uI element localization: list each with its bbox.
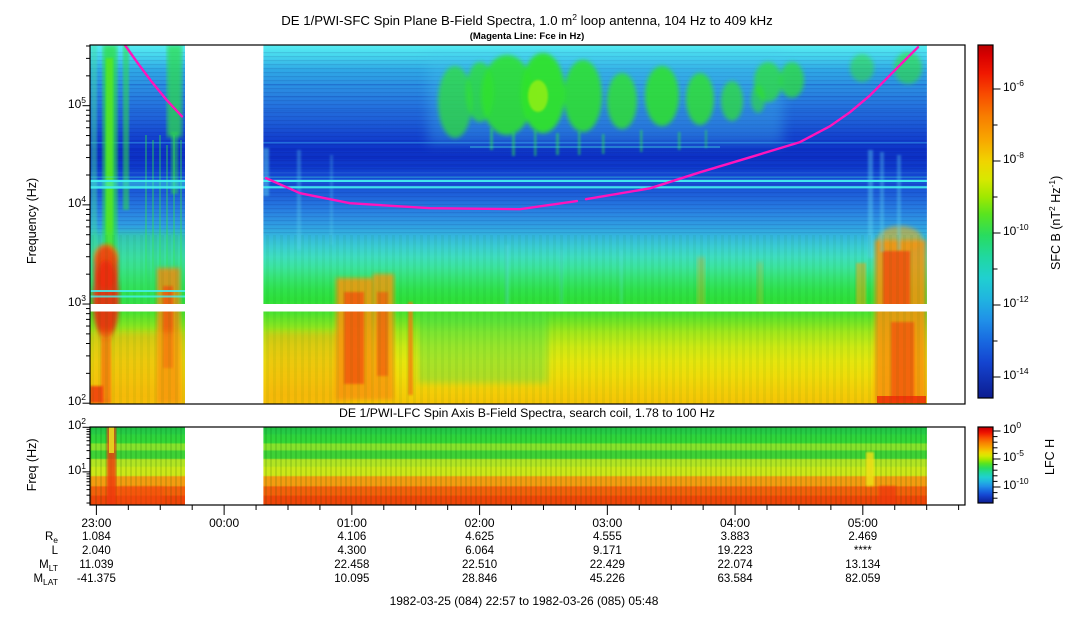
lfc-burst-streak — [107, 427, 116, 505]
time-label: 03:00 — [592, 516, 623, 530]
interference-lines — [90, 176, 927, 298]
time-range-caption: 1982-03-25 (084) 22:57 to 1982-03-26 (08… — [389, 594, 659, 608]
ephemeris-value: 63.584 — [717, 573, 753, 585]
lfc-title: DE 1/PWI-LFC Spin Axis B-Field Spectra, … — [339, 406, 715, 420]
ephemeris-value: 13.134 — [845, 559, 881, 571]
sfc-ytick-label: 105 — [67, 94, 86, 111]
sfc-cbar-tick-label: 10-6 — [1003, 78, 1024, 94]
ephemeris-value: 82.059 — [845, 573, 881, 585]
time-label: 04:00 — [720, 516, 751, 530]
sfc-ytick-label: 102 — [67, 392, 86, 409]
time-label: 23:00 — [81, 516, 112, 530]
ephemeris-value: 11.039 — [79, 559, 114, 571]
fce-line — [584, 46, 920, 201]
lfc-y-axis-label: Freq (Hz) — [25, 438, 40, 492]
ephemeris-value: 22.429 — [589, 559, 625, 571]
sfc-ytick-label: 104 — [67, 193, 86, 210]
fce-line — [123, 45, 184, 118]
lfc-cbar-tick-label: 100 — [1003, 420, 1022, 436]
lfc-burst-top — [109, 427, 114, 453]
lfc-colorbar — [978, 427, 993, 503]
dropout-band — [90, 304, 927, 312]
sfc-title: DE 1/PWI-SFC Spin Plane B-Field Spectra,… — [281, 12, 773, 28]
ephemeris-row-label: MLT — [39, 559, 58, 573]
sfc-cbar-tick-label: 10-14 — [1003, 366, 1029, 382]
lfc-spectrogram-art — [90, 427, 965, 505]
sfc-cbar-tick-label: 10-10 — [1003, 222, 1029, 238]
akr-emission-patches — [428, 52, 922, 156]
lfc-red-blotch-left — [118, 487, 163, 505]
fce-line — [264, 176, 579, 211]
ephemeris-value: 22.074 — [717, 559, 753, 571]
ephemeris-value: 3.883 — [720, 531, 750, 543]
ephemeris-row-label: Re — [44, 531, 58, 545]
ephemeris-value: 4.106 — [337, 531, 367, 543]
sfc-cbar-tick-label: 10-12 — [1003, 294, 1029, 310]
lfc-yellow-streak — [866, 452, 874, 486]
ephemeris-value: **** — [853, 545, 872, 557]
time-label: 05:00 — [847, 516, 878, 530]
sfc-ytick-label: 103 — [67, 293, 86, 310]
sfc-cbar-tick-label: 10-8 — [1003, 150, 1024, 166]
ephemeris-value: 45.226 — [589, 573, 625, 585]
data-gap — [185, 45, 264, 404]
ephemeris-value: 1.084 — [81, 531, 111, 543]
ephemeris-value: 22.458 — [334, 559, 370, 571]
panel-borders — [89, 44, 994, 506]
ephemeris-value: 22.510 — [462, 559, 498, 571]
time-label: 00:00 — [209, 516, 240, 530]
ephemeris-value: 19.223 — [717, 545, 753, 557]
ephemeris-value: 2.040 — [81, 545, 111, 557]
ephemeris-value: 9.171 — [592, 545, 622, 557]
ephemeris-value: 10.095 — [334, 573, 370, 585]
data-gap-end — [926, 45, 965, 404]
lfc-cbar-tick-label: 10-5 — [1003, 448, 1024, 464]
ephemeris-value: 4.555 — [592, 531, 622, 543]
ephemeris-value: -41.375 — [76, 573, 116, 585]
ephemeris-row-label: MLAT — [33, 573, 58, 587]
lfc-data-gap-end — [926, 427, 965, 505]
sfc-spectrogram-art — [90, 45, 965, 404]
axis-ticks — [82, 45, 1001, 515]
ephemeris-value: 4.625 — [465, 531, 494, 543]
lfc-cbar-tick-label: 10-10 — [1003, 476, 1029, 492]
ephemeris-value: 6.064 — [465, 545, 494, 557]
ephemeris-value: 2.469 — [848, 531, 878, 543]
time-label: 02:00 — [464, 516, 495, 530]
ephemeris-value: 28.846 — [462, 573, 498, 585]
ephemeris-row-label: L — [51, 545, 58, 557]
ephemeris-value: 4.300 — [337, 545, 367, 557]
sfc-colorbar — [978, 45, 993, 398]
sfc-colorbar-label: SFC B (nT2 Hz-1) — [1047, 175, 1064, 271]
sfc-subtitle: (Magenta Line: Fce in Hz) — [469, 31, 585, 42]
lfc-data-gap — [185, 427, 264, 505]
fce-line-group — [123, 45, 920, 211]
lfc-red-blotch-right — [879, 486, 896, 505]
sfc-y-axis-label: Frequency (Hz) — [25, 177, 40, 264]
lfc-ytick-label: 102 — [67, 416, 86, 433]
time-label: 01:00 — [336, 516, 367, 530]
lfc-ytick-label: 101 — [67, 460, 86, 477]
